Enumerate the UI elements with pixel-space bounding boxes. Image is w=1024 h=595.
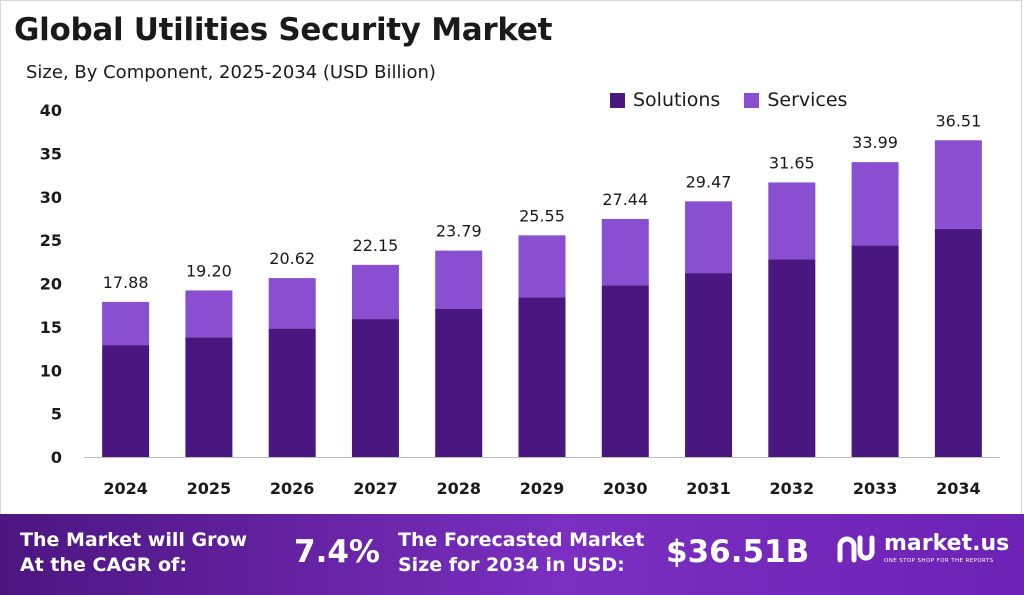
bar-solutions-2034	[934, 228, 982, 457]
forecast-value: $36.51B	[666, 534, 810, 570]
bar-solutions-2028	[435, 308, 483, 457]
bar-total-label: 33.99	[852, 133, 898, 152]
brand-name: market.us	[884, 531, 1010, 556]
forecast-label: The Forecasted Market Size for 2034 in U…	[398, 529, 645, 576]
bar-total-label: 29.47	[686, 172, 732, 191]
x-tick-label: 2026	[270, 479, 315, 498]
y-tick-label: 35	[40, 144, 62, 163]
brand-tagline: ONE STOP SHOP FOR THE REPORTS	[884, 558, 994, 564]
bar-total-label: 25.55	[519, 206, 565, 225]
bar-total-label: 36.51	[935, 111, 981, 130]
bar-total-label: 17.88	[103, 273, 149, 292]
bar-solutions-2029	[518, 297, 566, 457]
y-tick-label: 30	[40, 188, 62, 207]
legend-swatch-solutions	[610, 92, 625, 108]
bar-services-2025	[185, 290, 233, 338]
bar-total-label: 22.15	[353, 236, 399, 255]
x-tick-label: 2034	[936, 479, 981, 498]
market-us-logo-icon	[837, 535, 875, 563]
bar-solutions-2027	[351, 319, 399, 457]
cagr-value: 7.4%	[294, 534, 380, 570]
bar-services-2031	[685, 201, 733, 274]
bar-solutions-2030	[601, 285, 649, 457]
bar-total-label: 31.65	[769, 153, 815, 172]
bar-services-2029	[518, 235, 566, 298]
brand-logo[interactable]: market.us ONE STOP SHOP FOR THE REPORTS	[836, 532, 1009, 564]
x-tick-label: 2033	[853, 479, 898, 498]
legend-swatch-services	[744, 92, 760, 108]
x-tick-label: 2029	[520, 479, 565, 498]
bar-services-2024	[102, 301, 150, 346]
bar-services-2030	[601, 218, 649, 286]
x-tick-label: 2025	[187, 479, 232, 498]
legend-label-services: Services	[767, 89, 848, 111]
bar-services-2032	[768, 182, 816, 260]
legend-item-services: Services	[744, 89, 847, 111]
cagr-label: The Market will Grow At the CAGR of:	[20, 529, 248, 576]
bar-total-label: 27.44	[602, 190, 648, 209]
y-tick-label: 15	[40, 318, 62, 337]
x-tick-label: 2028	[436, 479, 481, 498]
y-tick-label: 40	[40, 101, 62, 120]
bar-services-2034	[934, 140, 982, 229]
x-tick-label: 2024	[103, 479, 148, 498]
y-tick-label: 20	[40, 275, 62, 294]
x-tick-label: 2032	[770, 479, 815, 498]
y-tick-label: 5	[51, 405, 62, 424]
bar-services-2028	[435, 250, 483, 309]
footer-banner: The Market will Grow At the CAGR of: 7.4…	[0, 514, 1024, 595]
bar-services-2027	[351, 264, 399, 320]
y-tick-label: 25	[40, 231, 62, 250]
legend-label-solutions: Solutions	[633, 89, 721, 111]
x-tick-label: 2027	[353, 479, 398, 498]
bar-services-2033	[851, 162, 899, 246]
x-tick-label: 2030	[603, 479, 648, 498]
legend-item-solutions: Solutions	[610, 89, 720, 111]
chart-title: Global Utilities Security Market	[14, 12, 553, 48]
bar-solutions-2033	[851, 245, 899, 457]
y-tick-label: 0	[51, 448, 62, 467]
x-tick-label: 2031	[686, 479, 731, 498]
bar-total-label: 23.79	[436, 222, 482, 241]
bar-solutions-2032	[768, 259, 816, 457]
y-tick-label: 10	[40, 361, 62, 380]
bar-solutions-2024	[102, 345, 150, 457]
bar-solutions-2031	[685, 273, 733, 457]
bar-total-label: 20.62	[269, 249, 315, 268]
bar-solutions-2026	[268, 328, 316, 457]
chart-subtitle: Size, By Component, 2025-2034 (USD Billi…	[26, 62, 436, 83]
legend: Solutions Services	[610, 89, 847, 111]
bar-services-2026	[268, 278, 316, 329]
chart-frame	[0, 0, 1022, 514]
bar-solutions-2025	[185, 337, 233, 457]
bar-total-label: 19.20	[186, 261, 232, 280]
stacked-bar-chart: 051015202530354017.88202419.20202520.622…	[40, 101, 1000, 498]
